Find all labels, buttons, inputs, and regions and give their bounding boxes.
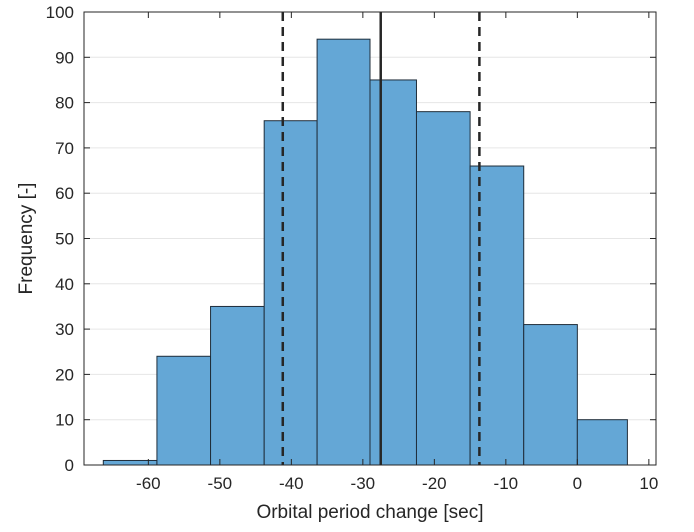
y-axis-label: Frequency [-] <box>16 183 37 295</box>
histogram-bar <box>102 459 158 466</box>
x-tick-label: 0 <box>573 474 582 493</box>
histogram-bar <box>576 419 628 466</box>
x-tick-label: -50 <box>208 474 233 493</box>
y-tick-label: 20 <box>55 365 74 384</box>
histogram-bar <box>156 355 212 466</box>
x-tick-label: -40 <box>279 474 304 493</box>
y-tick-label: 0 <box>65 456 74 475</box>
histogram-bar <box>316 38 371 466</box>
x-tick-label: 10 <box>639 474 658 493</box>
y-tick-label: 90 <box>55 48 74 67</box>
y-tick-label: 40 <box>55 275 74 294</box>
histogram-bar <box>415 111 471 466</box>
y-tick-label: 10 <box>55 411 74 430</box>
histogram-bar <box>469 165 525 466</box>
y-tick-label: 30 <box>55 320 74 339</box>
x-tick-label: -60 <box>136 474 161 493</box>
histogram-bars <box>102 38 628 466</box>
y-tick-label: 50 <box>55 230 74 249</box>
y-axis-ticks: 0 10 20 30 40 50 60 70 80 90 100 <box>46 3 656 475</box>
x-tick-label: -20 <box>422 474 447 493</box>
x-tick-label: -10 <box>494 474 519 493</box>
y-tick-label: 60 <box>55 184 74 203</box>
y-tick-label: 70 <box>55 139 74 158</box>
x-axis-label: Orbital period change [sec] <box>256 502 483 523</box>
y-tick-label: 80 <box>55 94 74 113</box>
reference-lines <box>281 12 481 465</box>
histogram-bar <box>263 120 318 466</box>
histogram-bar <box>523 324 578 466</box>
histogram-bar <box>369 79 417 466</box>
x-axis-ticks: -60 -50 -40 -30 -20 -10 0 10 <box>136 12 658 493</box>
y-tick-label: 100 <box>46 3 74 22</box>
x-tick-label: -30 <box>351 474 376 493</box>
histogram-bar <box>210 305 265 466</box>
